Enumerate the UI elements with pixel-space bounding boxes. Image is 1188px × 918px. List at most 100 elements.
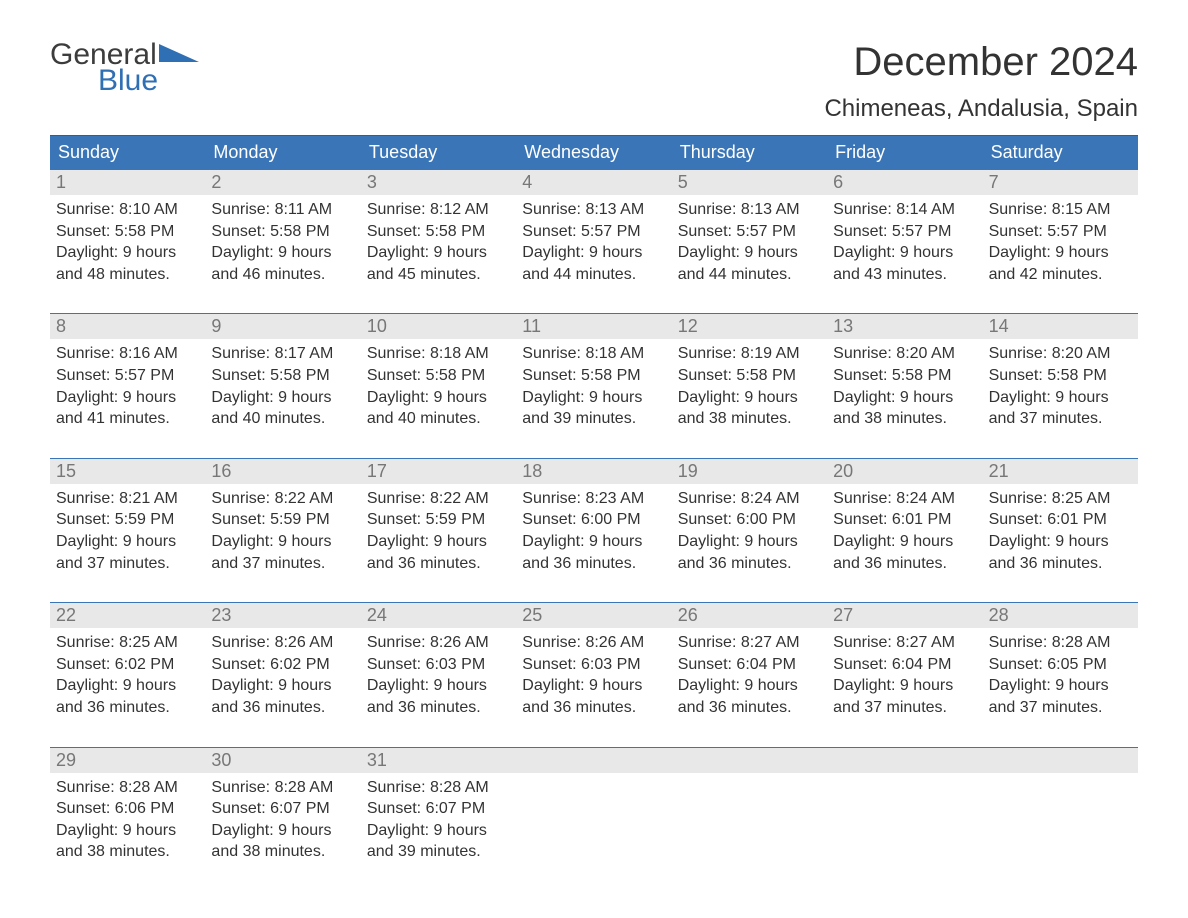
day-cell: 6Sunrise: 8:14 AMSunset: 5:57 PMDaylight… — [827, 170, 982, 289]
day-number: 15 — [50, 459, 205, 484]
sunset-label: Sunset: — [678, 656, 732, 673]
sunset-label: Sunset: — [522, 656, 576, 673]
sunrise-label: Sunrise: — [211, 634, 270, 651]
day-cell: 7Sunrise: 8:15 AMSunset: 5:57 PMDaylight… — [983, 170, 1138, 289]
day-number: 20 — [827, 459, 982, 484]
daylight-line-2: and 36 minutes. — [522, 697, 665, 719]
sunset-line: Sunset: 5:58 PM — [211, 365, 354, 387]
sunset-line: Sunset: 5:58 PM — [367, 221, 510, 243]
sunset-line: Sunset: 6:02 PM — [56, 654, 199, 676]
day-cell: 18Sunrise: 8:23 AMSunset: 6:00 PMDayligh… — [516, 459, 671, 578]
daylight-hours: 9 hours — [744, 389, 797, 406]
sunset-label: Sunset: — [56, 800, 110, 817]
sunrise-line: Sunrise: 8:26 AM — [367, 632, 510, 654]
sunset-line: Sunset: 6:01 PM — [833, 509, 976, 531]
daylight-line-1: Daylight: 9 hours — [367, 242, 510, 264]
daylight-hours: 9 hours — [589, 677, 642, 694]
sunset-value: 6:04 PM — [892, 656, 952, 673]
sunset-value: 5:59 PM — [115, 511, 175, 528]
day-body: Sunrise: 8:26 AMSunset: 6:03 PMDaylight:… — [361, 628, 516, 722]
day-cell: 8Sunrise: 8:16 AMSunset: 5:57 PMDaylight… — [50, 314, 205, 433]
sunrise-line: Sunrise: 8:20 AM — [989, 343, 1132, 365]
day-number: 9 — [205, 314, 360, 339]
daylight-hours: 9 hours — [744, 533, 797, 550]
week-row: 29Sunrise: 8:28 AMSunset: 6:06 PMDayligh… — [50, 747, 1138, 867]
dow-cell: Sunday — [50, 136, 205, 169]
daylight-label: Daylight: — [56, 533, 118, 550]
daylight-hours: 9 hours — [900, 677, 953, 694]
day-body: Sunrise: 8:19 AMSunset: 5:58 PMDaylight:… — [672, 339, 827, 433]
week-row: 22Sunrise: 8:25 AMSunset: 6:02 PMDayligh… — [50, 602, 1138, 722]
sunrise-value: 8:27 AM — [896, 634, 955, 651]
day-cell: 2Sunrise: 8:11 AMSunset: 5:58 PMDaylight… — [205, 170, 360, 289]
sunset-label: Sunset: — [989, 367, 1043, 384]
sunset-label: Sunset: — [522, 367, 576, 384]
logo-triangle-icon — [159, 40, 199, 70]
daylight-line-2: and 40 minutes. — [367, 408, 510, 430]
daylight-label: Daylight: — [989, 244, 1051, 261]
sunset-label: Sunset: — [211, 656, 265, 673]
daylight-line-2: and 39 minutes. — [522, 408, 665, 430]
day-cell: 17Sunrise: 8:22 AMSunset: 5:59 PMDayligh… — [361, 459, 516, 578]
day-cell: 10Sunrise: 8:18 AMSunset: 5:58 PMDayligh… — [361, 314, 516, 433]
sunrise-value: 8:10 AM — [119, 201, 178, 218]
daylight-line-1: Daylight: 9 hours — [522, 242, 665, 264]
sunset-label: Sunset: — [833, 223, 887, 240]
daylight-hours: 9 hours — [900, 244, 953, 261]
sunrise-label: Sunrise: — [833, 345, 892, 362]
daylight-hours: 9 hours — [744, 244, 797, 261]
sunset-value: 6:00 PM — [736, 511, 796, 528]
daylight-line-1: Daylight: 9 hours — [989, 242, 1132, 264]
sunrise-label: Sunrise: — [989, 345, 1048, 362]
sunrise-value: 8:26 AM — [585, 634, 644, 651]
day-cell: 26Sunrise: 8:27 AMSunset: 6:04 PMDayligh… — [672, 603, 827, 722]
sunset-label: Sunset: — [833, 367, 887, 384]
sunrise-label: Sunrise: — [522, 345, 581, 362]
day-number: 24 — [361, 603, 516, 628]
day-body: Sunrise: 8:25 AMSunset: 6:01 PMDaylight:… — [983, 484, 1138, 578]
sunrise-value: 8:26 AM — [275, 634, 334, 651]
sunrise-label: Sunrise: — [522, 490, 581, 507]
daylight-hours: 9 hours — [434, 533, 487, 550]
daylight-hours: 9 hours — [123, 677, 176, 694]
sunset-value: 6:07 PM — [270, 800, 330, 817]
sunrise-label: Sunrise: — [211, 201, 270, 218]
sunrise-value: 8:14 AM — [896, 201, 955, 218]
sunset-line: Sunset: 5:58 PM — [211, 221, 354, 243]
sunrise-label: Sunrise: — [989, 201, 1048, 218]
daylight-hours: 9 hours — [434, 822, 487, 839]
sunrise-label: Sunrise: — [56, 634, 115, 651]
sunset-value: 6:07 PM — [426, 800, 486, 817]
daylight-label: Daylight: — [989, 389, 1051, 406]
sunset-line: Sunset: 5:59 PM — [56, 509, 199, 531]
day-number: 7 — [983, 170, 1138, 195]
sunrise-label: Sunrise: — [211, 345, 270, 362]
day-number-empty — [983, 748, 1138, 773]
sunset-line: Sunset: 6:00 PM — [522, 509, 665, 531]
sunrise-value: 8:20 AM — [1052, 345, 1111, 362]
daylight-line-2: and 36 minutes. — [522, 553, 665, 575]
sunrise-line: Sunrise: 8:12 AM — [367, 199, 510, 221]
sunset-label: Sunset: — [211, 511, 265, 528]
daylight-line-1: Daylight: 9 hours — [211, 675, 354, 697]
sunset-label: Sunset: — [56, 511, 110, 528]
daylight-label: Daylight: — [367, 533, 429, 550]
sunset-value: 5:57 PM — [1047, 223, 1107, 240]
sunset-value: 5:58 PM — [581, 367, 641, 384]
day-body: Sunrise: 8:10 AMSunset: 5:58 PMDaylight:… — [50, 195, 205, 289]
daylight-hours: 9 hours — [123, 389, 176, 406]
day-number: 19 — [672, 459, 827, 484]
sunset-value: 5:58 PM — [736, 367, 796, 384]
sunset-value: 6:01 PM — [892, 511, 952, 528]
dow-cell: Saturday — [983, 136, 1138, 169]
sunset-label: Sunset: — [522, 223, 576, 240]
daylight-label: Daylight: — [367, 244, 429, 261]
sunrise-line: Sunrise: 8:27 AM — [678, 632, 821, 654]
sunrise-label: Sunrise: — [367, 779, 426, 796]
daylight-line-1: Daylight: 9 hours — [367, 820, 510, 842]
daylight-hours: 9 hours — [434, 244, 487, 261]
daylight-label: Daylight: — [833, 677, 895, 694]
sunset-label: Sunset: — [367, 511, 421, 528]
daylight-hours: 9 hours — [123, 244, 176, 261]
day-number: 3 — [361, 170, 516, 195]
